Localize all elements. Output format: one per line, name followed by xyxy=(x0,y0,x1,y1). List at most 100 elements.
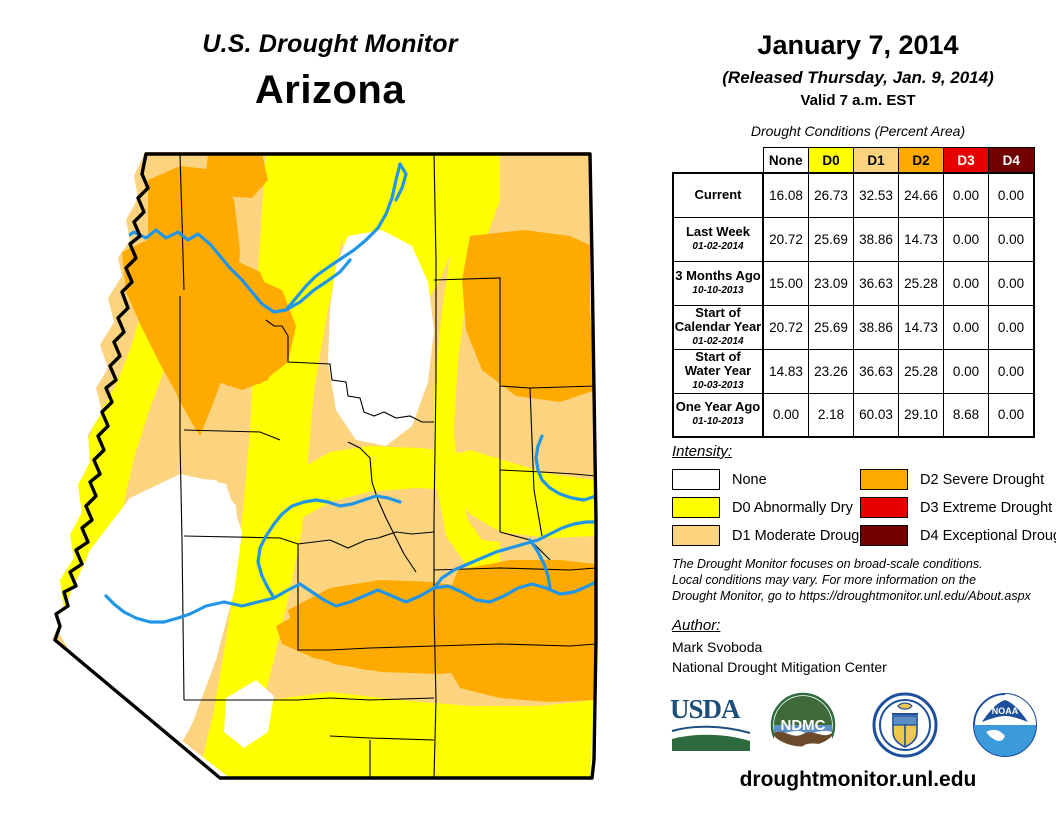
table-caption: Drought Conditions (Percent Area) xyxy=(750,123,966,139)
disclaimer-line-1: The Drought Monitor focuses on broad-sca… xyxy=(672,557,983,571)
legend-label-none: None xyxy=(732,471,767,488)
table-row: Start of Calendar Year 01-02-2014 20.72 2… xyxy=(672,304,1035,350)
cell-d4: 0.00 xyxy=(988,392,1035,438)
arizona-drought-map xyxy=(30,140,630,790)
legend-item-d1: D1 Moderate Drought xyxy=(672,525,871,546)
cell-d4: 0.00 xyxy=(988,304,1035,350)
table-corner-cell xyxy=(673,148,763,174)
legend-swatch-d0 xyxy=(672,497,720,518)
cell-d2: 29.10 xyxy=(898,392,944,438)
partner-logos: USDA NDMC xyxy=(660,690,1056,768)
cell-d1: 36.63 xyxy=(853,348,899,394)
row-label-text: 3 Months Ago xyxy=(675,267,761,283)
valid-date: January 7, 2014 xyxy=(757,30,959,60)
cell-d1: 32.53 xyxy=(853,172,899,218)
usdc-seal[interactable] xyxy=(872,692,938,763)
row-label-date: 10-03-2013 xyxy=(692,379,744,391)
table-row: Last Week 01-02-2014 20.72 25.69 38.86 1… xyxy=(672,216,1035,262)
cell-d0: 2.18 xyxy=(808,392,854,438)
cell-d3: 0.00 xyxy=(943,348,989,394)
cell-d2: 25.28 xyxy=(898,260,944,306)
row-label-text: One Year Ago xyxy=(675,399,761,415)
legend-label-d4: D4 Exceptional Drought xyxy=(920,527,1056,544)
legend-item-d0: D0 Abnormally Dry xyxy=(672,497,853,518)
legend-swatch-none xyxy=(672,469,720,490)
disclaimer-text: The Drought Monitor focuses on broad-sca… xyxy=(672,556,1052,604)
legend-label-d2: D2 Severe Drought xyxy=(920,471,1045,488)
disclaimer-line-3: Drought Monitor, go to https://droughtmo… xyxy=(672,589,1031,603)
state-title: Arizona xyxy=(254,68,406,112)
cell-none: 20.72 xyxy=(762,216,809,262)
drought-conditions-table: None D0 D1 D2 D3 D4 Current 16.08 26.73 … xyxy=(672,147,1035,438)
row-label-last-week: Last Week 01-02-2014 xyxy=(672,216,764,262)
intensity-legend-title: Intensity: xyxy=(672,443,733,460)
legend-label-d0: D0 Abnormally Dry xyxy=(732,499,853,516)
cell-d4: 0.00 xyxy=(988,260,1035,306)
table-row: 3 Months Ago 10-10-2013 15.00 23.09 36.6… xyxy=(672,260,1035,306)
row-label-text: Current xyxy=(694,187,742,203)
cell-d4: 0.00 xyxy=(988,172,1035,218)
table-row: Start of Water Year 10-03-2013 14.83 23.2… xyxy=(672,348,1035,394)
usda-logo[interactable]: USDA xyxy=(670,694,751,754)
release-date: (Released Thursday, Jan. 9, 2014) xyxy=(722,68,994,87)
table-row: Current 16.08 26.73 32.53 24.66 0.00 0.0… xyxy=(672,172,1035,218)
ndmc-logo-text: NDMC xyxy=(781,717,826,734)
column-header-d3: D3 xyxy=(943,147,989,174)
column-header-d0: D0 xyxy=(808,147,854,174)
row-label-one-year-ago: One Year Ago 01-10-2013 xyxy=(672,392,764,438)
author-org: National Drought Mitigation Center xyxy=(672,659,887,675)
row-label-text: Start of Calendar Year xyxy=(674,304,762,334)
cell-d0: 26.73 xyxy=(808,172,854,218)
legend-swatch-d2 xyxy=(860,469,908,490)
ndmc-logo[interactable]: NDMC xyxy=(770,692,836,768)
noaa-logo-text: NOAA xyxy=(992,706,1019,716)
valid-time: Valid 7 a.m. EST xyxy=(800,92,916,109)
cell-none: 20.72 xyxy=(762,304,809,350)
legend-item-none: None xyxy=(672,469,767,490)
website-url[interactable]: droughtmonitor.unl.edu xyxy=(739,768,977,791)
row-label-date: 01-10-2013 xyxy=(692,416,744,428)
cell-none: 0.00 xyxy=(762,392,809,438)
cell-d1: 38.86 xyxy=(853,304,899,350)
row-label-current: Current xyxy=(672,172,764,218)
cell-d3: 0.00 xyxy=(943,172,989,218)
author-block: Mark Svoboda National Drought Mitigation… xyxy=(672,637,887,677)
column-header-d4: D4 xyxy=(988,147,1035,174)
row-label-date: 01-02-2014 xyxy=(692,240,744,252)
cell-d1: 36.63 xyxy=(853,260,899,306)
cell-d3: 0.00 xyxy=(943,260,989,306)
row-label-start-of-water-year: Start of Water Year 10-03-2013 xyxy=(672,348,764,394)
cell-d0: 25.69 xyxy=(808,216,854,262)
table-header: None D0 D1 D2 D3 D4 xyxy=(673,147,1035,174)
cell-d0: 23.26 xyxy=(808,348,854,394)
legend-item-d2: D2 Severe Drought xyxy=(860,469,1044,490)
legend-swatch-d3 xyxy=(860,497,908,518)
cell-d1: 38.86 xyxy=(853,216,899,262)
noaa-logo[interactable]: NOAA xyxy=(972,692,1038,763)
usdc-seal-mark xyxy=(872,692,938,758)
cell-d3: 8.68 xyxy=(943,392,989,438)
legend-label-d1: D1 Moderate Drought xyxy=(732,527,872,544)
usda-logo-text: USDA xyxy=(670,694,741,724)
author-name: Mark Svoboda xyxy=(672,639,763,655)
disclaimer-line-2: Local conditions may vary. For more info… xyxy=(672,573,977,587)
cell-d0: 23.09 xyxy=(808,260,854,306)
program-title: U.S. Drought Monitor xyxy=(202,30,458,58)
legend-item-d3: D3 Extreme Drought xyxy=(860,497,1052,518)
row-label-text: Start of Water Year xyxy=(684,348,752,378)
table-header-row: None D0 D1 D2 D3 D4 xyxy=(673,147,1035,174)
usda-logo-mark xyxy=(671,725,751,751)
legend-label-d3: D3 Extreme Drought xyxy=(920,499,1053,516)
column-header-d1: D1 xyxy=(853,147,899,174)
ndmc-logo-mark: NDMC xyxy=(770,692,836,768)
cell-d3: 0.00 xyxy=(943,216,989,262)
row-label-date: 10-10-2013 xyxy=(692,284,744,296)
column-header-none: None xyxy=(762,147,809,174)
cell-d2: 14.73 xyxy=(898,216,944,262)
author-title: Author: xyxy=(672,617,721,634)
cell-none: 16.08 xyxy=(762,172,809,218)
noaa-logo-mark: NOAA xyxy=(973,693,1037,757)
row-label-text: Last Week xyxy=(685,223,751,239)
legend-item-d4: D4 Exceptional Drought xyxy=(860,525,1056,546)
